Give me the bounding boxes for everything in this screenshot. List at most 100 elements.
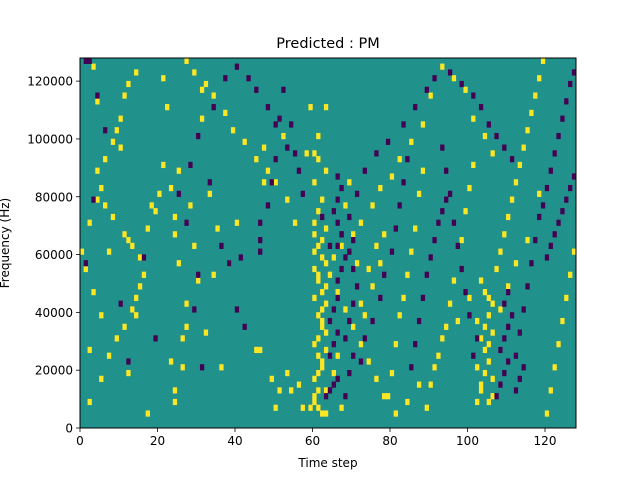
heatmap-cell-high [463, 86, 468, 93]
heatmap-cell-low [409, 364, 414, 371]
heatmap-cell-low [416, 317, 422, 325]
heatmap-cell-high [486, 341, 491, 348]
heatmap-cell-high [393, 341, 398, 348]
heatmap-cell-low [513, 352, 519, 359]
heatmap-cell-high [192, 69, 197, 76]
heatmap-cell-high [323, 329, 329, 336]
heatmap-cell-high [316, 271, 321, 278]
heatmap-cell-low [238, 254, 243, 261]
heatmap-cell-low [509, 156, 515, 163]
heatmap-cell-high [537, 190, 542, 197]
heatmap-cell-low [227, 260, 232, 267]
heatmap-cell-low [335, 196, 340, 203]
heatmap-cell-low [265, 104, 271, 111]
heatmap-cell-low [351, 265, 356, 273]
heatmap-cell-high [397, 156, 402, 163]
heatmap-cell-high [261, 144, 267, 151]
heatmap-cell-low [502, 144, 507, 151]
heatmap-cell-low [463, 289, 468, 296]
heatmap-cell-low [440, 208, 445, 215]
heatmap-cell-low [568, 80, 573, 88]
heatmap-cell-high [130, 306, 135, 313]
heatmap-cell-high [560, 317, 565, 325]
x-tick-label: 80 [382, 434, 397, 448]
heatmap-cell-high [420, 167, 426, 174]
heatmap-cell-low [258, 219, 263, 226]
heatmap-cell-low [459, 80, 464, 88]
heatmap-cell-low [502, 369, 507, 377]
heatmap-cell-low [529, 260, 534, 267]
heatmap-cell-low [537, 213, 542, 221]
heatmap-cell-high [323, 225, 329, 232]
heatmap-cell-high [366, 265, 371, 273]
x-tick-label: 40 [227, 434, 242, 448]
heatmap-cell-high [207, 190, 212, 197]
heatmap-cell-low [498, 346, 503, 354]
heatmap-cell-low [265, 202, 271, 209]
heatmap-cell-low [556, 132, 561, 140]
heatmap-cell-high [184, 300, 189, 307]
heatmap-cell-low [401, 121, 406, 128]
heatmap-cell-high [99, 375, 104, 382]
heatmap-cell-low [459, 265, 464, 273]
heatmap-cell-high [358, 300, 364, 307]
heatmap-cell-high [432, 364, 437, 371]
heatmap-cell-high [490, 393, 495, 400]
heatmap-cell-high [478, 277, 484, 284]
heatmap-cell-high [478, 335, 484, 342]
heatmap-cell-low [374, 150, 379, 157]
heatmap-cell-low [494, 132, 499, 140]
heatmap-cell-high [548, 387, 553, 394]
heatmap-cell-high [556, 341, 561, 348]
heatmap-cell-low [382, 271, 387, 278]
heatmap-cell-high [223, 109, 228, 117]
heatmap-cell-high [110, 213, 116, 221]
heatmap-cell-low [331, 381, 336, 388]
heatmap-cell-high [428, 92, 433, 99]
plot-frame [79, 57, 577, 429]
heatmap-cell-high [176, 260, 181, 267]
heatmap-cell-high [316, 369, 321, 377]
heatmap-cell-high [145, 225, 150, 232]
heatmap-cell-high [374, 242, 379, 249]
heatmap-cell-low [401, 179, 406, 186]
heatmap-cell-high [502, 231, 507, 238]
heatmap-cell-low [420, 294, 426, 302]
heatmap-cell-high [312, 265, 317, 273]
heatmap-cell-low [273, 156, 278, 163]
heatmap-cell-low [455, 242, 460, 249]
heatmap-cell-high [320, 237, 325, 244]
heatmap-cell-low [343, 335, 348, 342]
heatmap-cell-high [199, 86, 205, 93]
heatmap-cell-low [428, 254, 433, 261]
heatmap-cell-low [436, 219, 441, 226]
heatmap-cell-low [335, 375, 340, 382]
heatmap-cell-high [254, 156, 259, 163]
heatmap-cell-high [405, 271, 410, 278]
heatmap-cell-high [122, 231, 127, 238]
heatmap-cell-low [83, 57, 88, 64]
heatmap-cell-high [312, 393, 317, 400]
heatmap-cell-high [277, 387, 282, 394]
heatmap-cell-low [277, 115, 282, 122]
heatmap-cell-high [165, 104, 170, 111]
heatmap-cell-high [91, 63, 96, 70]
heatmap-cell-high [172, 387, 178, 394]
x-tick-label: 60 [305, 434, 320, 448]
heatmap-cell-high [320, 289, 325, 296]
heatmap-cell-high [211, 271, 216, 278]
heatmap-cell-low [327, 387, 333, 394]
heatmap-cell-high [118, 144, 123, 151]
heatmap-cell-low [234, 306, 240, 313]
heatmap-cell-high [316, 156, 321, 163]
heatmap-cell-low [95, 92, 100, 99]
heatmap-cell-high [521, 144, 526, 151]
heatmap-cell-high [440, 63, 445, 70]
heatmap-cell-high [323, 283, 329, 290]
heatmap-cell-high [134, 69, 139, 76]
heatmap-cell-high [211, 92, 216, 99]
heatmap-cell-high [420, 121, 426, 128]
heatmap-cell-high [103, 156, 108, 163]
heatmap-cell-high [137, 283, 143, 290]
heatmap-cell-low [331, 306, 336, 313]
